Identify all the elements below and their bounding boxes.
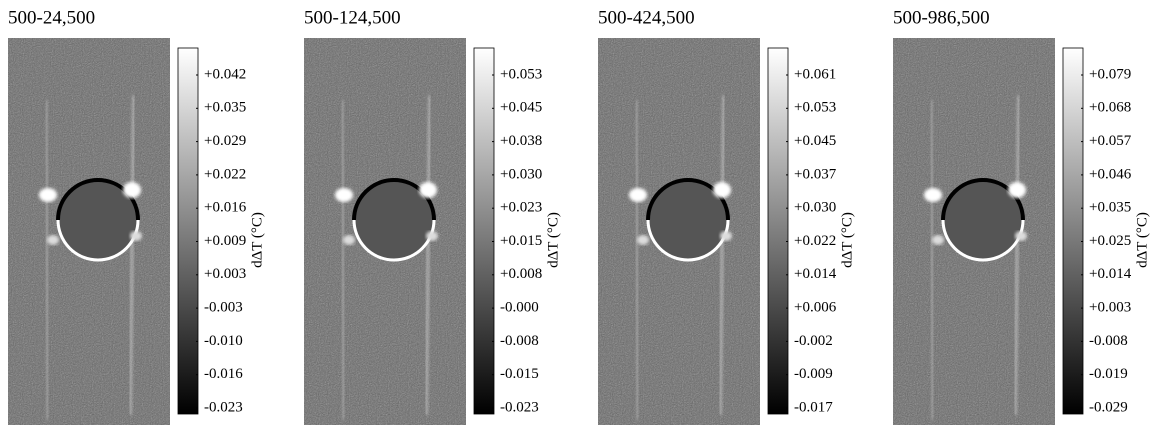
hot-spot — [123, 182, 141, 198]
streak — [128, 94, 136, 416]
colorbar-tick-label: +0.016 — [204, 200, 247, 216]
colorbar-tick-label: +0.045 — [794, 133, 836, 149]
colorbar-tick-label: -0.023 — [204, 399, 243, 415]
hot-spot — [932, 235, 944, 245]
colorbar-tick-label: +0.008 — [500, 266, 542, 282]
hole-top-edge — [352, 178, 436, 221]
colorbar-tick-label: +0.022 — [204, 166, 246, 182]
panel-title: 500-124,500 — [304, 7, 401, 28]
colorbar-tick-label: +0.045 — [500, 100, 542, 116]
hole-top-edge — [56, 178, 140, 221]
hot-spot — [629, 188, 647, 202]
colorbar-tick-label: +0.023 — [500, 200, 542, 216]
colorbar-tick-label: -0.016 — [204, 366, 243, 382]
colorbar-label: dΔT (°C) — [249, 212, 265, 268]
colorbar-tick-label: +0.022 — [794, 233, 836, 249]
colorbar-tick-label: +0.009 — [204, 233, 246, 249]
streak — [1013, 94, 1021, 416]
colorbar-tick-label: -0.015 — [500, 366, 539, 382]
colorbar-label: dΔT (°C) — [1134, 212, 1150, 268]
hole-fill — [58, 180, 138, 260]
thermal-image — [893, 38, 1055, 425]
hot-spot — [637, 235, 649, 245]
colorbar — [767, 47, 789, 415]
colorbar-tick-label: +0.053 — [794, 100, 836, 116]
colorbar-tick-label: +0.003 — [204, 266, 246, 282]
colorbar-tick-label: +0.037 — [794, 166, 837, 182]
colorbar-tick-label: -0.002 — [794, 333, 833, 349]
colorbar-tick-label: +0.057 — [1089, 133, 1132, 149]
hot-spot — [419, 182, 437, 198]
panel: 500-124,500 +0.053 +0.045 +0.038 +0.030 +0.02… — [304, 7, 561, 425]
colorbar-tick-label: +0.035 — [204, 100, 246, 116]
colorbar-tick-label: -0.029 — [1089, 399, 1128, 415]
colorbar-label: dΔT (°C) — [545, 212, 561, 268]
colorbar-tick-label: +0.046 — [1089, 166, 1132, 182]
thermal-image — [8, 38, 170, 425]
colorbar-tick-label: +0.030 — [500, 166, 542, 182]
colorbar-tick-label: +0.029 — [204, 133, 246, 149]
colorbar-tick-label: +0.006 — [794, 300, 837, 316]
streak — [424, 94, 432, 416]
colorbar — [473, 47, 495, 415]
colorbar-tick-label: +0.068 — [1089, 100, 1131, 116]
colorbar-tick-label: -0.019 — [1089, 366, 1128, 382]
colorbar-tick-label: -0.008 — [500, 333, 539, 349]
hot-spot — [39, 188, 57, 202]
colorbar-tick-label: +0.025 — [1089, 233, 1131, 249]
colorbar-tick-label: -0.009 — [794, 366, 833, 382]
streak — [340, 99, 346, 421]
hot-spot — [426, 231, 438, 241]
hot-spot — [130, 231, 142, 241]
panel: 500-24,500 +0.042 +0.035 +0.029 +0.022 +0.016… — [8, 7, 265, 425]
streak — [929, 99, 935, 421]
panel: 500-424,500 +0.061 +0.053 +0.045 +0.037 +0.03… — [598, 7, 855, 425]
hole-fill — [354, 180, 434, 260]
colorbar-tick-label: +0.030 — [794, 200, 836, 216]
colorbar-tick-label: +0.061 — [794, 66, 836, 82]
panel: 500-986,500 +0.079 +0.068 +0.057 +0.046 +0.03… — [893, 7, 1150, 425]
streak — [634, 99, 640, 421]
colorbar-tick-label: +0.014 — [794, 266, 837, 282]
colorbar-label: dΔT (°C) — [839, 212, 855, 268]
colorbar-tick-label: -0.017 — [794, 399, 833, 415]
colorbar-tick-label: +0.015 — [500, 233, 542, 249]
panel-title: 500-424,500 — [598, 7, 695, 28]
colorbar-tick-label: -0.003 — [204, 300, 243, 316]
hot-spot — [924, 188, 942, 202]
hot-spot — [343, 235, 355, 245]
colorbar-tick-label: +0.042 — [204, 66, 246, 82]
colorbar-tick-label: -0.000 — [500, 300, 539, 316]
colorbar-tick-label: +0.014 — [1089, 266, 1132, 282]
colorbar-tick-label: -0.008 — [1089, 333, 1128, 349]
colorbar — [177, 47, 199, 415]
streak — [44, 99, 50, 421]
hole-fill — [943, 180, 1023, 260]
hole-top-edge — [646, 178, 730, 221]
colorbar-tick-label: +0.079 — [1089, 66, 1131, 82]
thermal-image — [598, 38, 760, 425]
hot-spot — [720, 231, 732, 241]
colorbar-tick-label: -0.023 — [500, 399, 539, 415]
colorbar-tick-label: +0.003 — [1089, 300, 1131, 316]
colorbar-tick-label: +0.035 — [1089, 200, 1131, 216]
streak — [718, 94, 726, 416]
hot-spot — [47, 235, 59, 245]
colorbar-tick-label: +0.038 — [500, 133, 542, 149]
hot-spot — [713, 182, 731, 198]
panel-title: 500-24,500 — [8, 7, 95, 28]
colorbar — [1062, 47, 1084, 415]
hot-spot — [1008, 182, 1026, 198]
thermal-image — [304, 38, 466, 425]
hole-fill — [648, 180, 728, 260]
panel-title: 500-986,500 — [893, 7, 990, 28]
hot-spot — [1015, 231, 1027, 241]
hot-spot — [335, 188, 353, 202]
colorbar-tick-label: +0.053 — [500, 66, 542, 82]
hole-top-edge — [941, 178, 1025, 221]
colorbar-tick-label: -0.010 — [204, 333, 243, 349]
